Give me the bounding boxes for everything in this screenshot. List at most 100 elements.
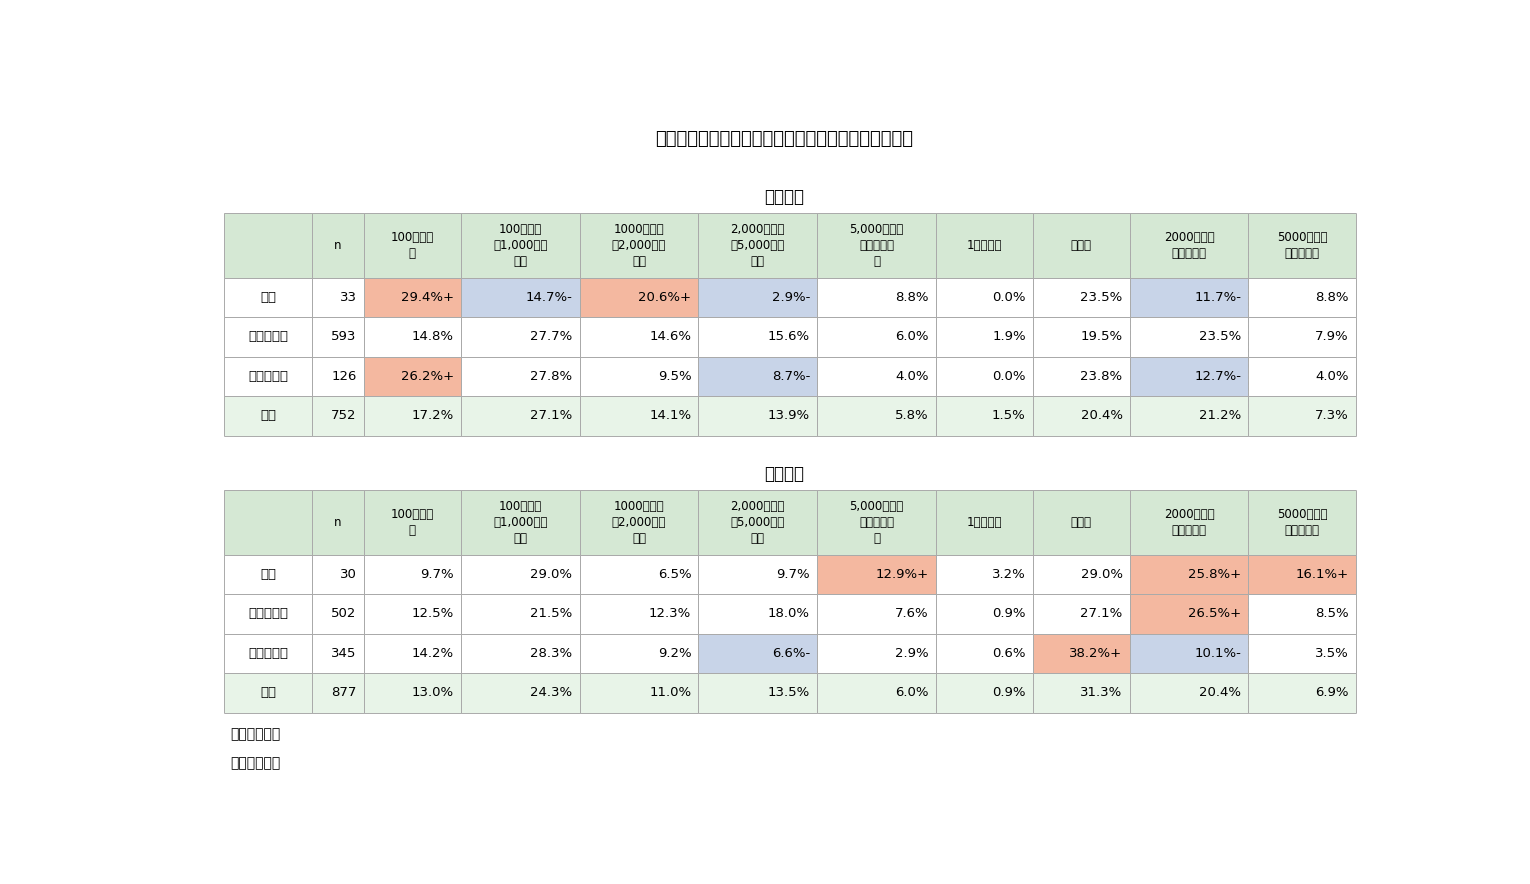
Bar — [364, 356, 461, 396]
Bar — [364, 673, 461, 713]
Bar — [1033, 634, 1129, 673]
Bar — [936, 594, 1033, 634]
Bar — [225, 356, 312, 396]
Bar — [461, 317, 580, 356]
Bar — [1129, 634, 1248, 673]
Bar — [461, 673, 580, 713]
Text: 1000万円以
上2,000万円
未満: 1000万円以 上2,000万円 未満 — [612, 223, 666, 268]
Text: 0.9%: 0.9% — [993, 686, 1025, 699]
Text: 無回答: 無回答 — [1071, 516, 1092, 529]
Text: 7.3%: 7.3% — [1314, 409, 1348, 423]
Bar — [364, 278, 461, 317]
Bar — [312, 673, 364, 713]
Text: 24.3%: 24.3% — [531, 686, 572, 699]
Bar — [312, 356, 364, 396]
Bar — [817, 554, 936, 594]
Text: 27.1%: 27.1% — [1080, 607, 1123, 621]
Text: 38.2%+: 38.2%+ — [1069, 647, 1123, 659]
Bar — [817, 594, 936, 634]
Text: 21.2%: 21.2% — [1200, 409, 1241, 423]
Bar — [312, 554, 364, 594]
Bar — [1129, 673, 1248, 713]
Bar — [936, 213, 1033, 278]
Text: 0.0%: 0.0% — [993, 370, 1025, 383]
Bar — [936, 490, 1033, 554]
Bar — [312, 317, 364, 356]
Bar — [936, 554, 1033, 594]
Bar — [1033, 554, 1129, 594]
Bar — [936, 634, 1033, 673]
Text: （備考）同上: （備考）同上 — [231, 728, 280, 742]
Text: 10.1%-: 10.1%- — [1195, 647, 1241, 659]
Text: 17.2%: 17.2% — [412, 409, 454, 423]
Text: 13.5%: 13.5% — [768, 686, 809, 699]
Bar — [1248, 594, 1356, 634]
Bar — [364, 396, 461, 436]
Text: （資料）同上: （資料）同上 — [231, 756, 280, 770]
Text: 20.4%: 20.4% — [1200, 686, 1241, 699]
Text: 5000万円以
上（再掲）: 5000万円以 上（再掲） — [1278, 507, 1328, 537]
Bar — [312, 278, 364, 317]
Bar — [817, 396, 936, 436]
Text: 9.7%: 9.7% — [776, 568, 809, 581]
Text: 6.5%: 6.5% — [658, 568, 692, 581]
Text: 12.5%: 12.5% — [412, 607, 454, 621]
Bar — [1129, 594, 1248, 634]
Text: 1億円以上: 1億円以上 — [967, 239, 1002, 252]
Bar — [461, 490, 580, 554]
Text: 全体: 全体 — [260, 409, 277, 423]
Text: 16.1%+: 16.1%+ — [1296, 568, 1348, 581]
Bar — [936, 278, 1033, 317]
Text: 5000万円以
上（再掲）: 5000万円以 上（再掲） — [1278, 231, 1328, 260]
Text: 26.2%+: 26.2%+ — [401, 370, 454, 383]
Text: 8.8%: 8.8% — [895, 291, 929, 304]
Bar — [1129, 356, 1248, 396]
Bar — [698, 356, 817, 396]
Bar — [817, 317, 936, 356]
Text: 29.0%: 29.0% — [1080, 568, 1123, 581]
Text: 0.6%: 0.6% — [993, 647, 1025, 659]
Text: 23.5%: 23.5% — [1080, 291, 1123, 304]
Text: 14.1%: 14.1% — [649, 409, 692, 423]
Text: 離別・死別: 離別・死別 — [248, 370, 288, 383]
Bar — [1129, 317, 1248, 356]
Text: n: n — [335, 516, 341, 529]
Text: 100万円以
上1,000万円
未満: 100万円以 上1,000万円 未満 — [493, 223, 548, 268]
Text: 2000万円以
上（再掲）: 2000万円以 上（再掲） — [1164, 231, 1215, 260]
Bar — [698, 594, 817, 634]
Bar — [312, 213, 364, 278]
Text: 7.6%: 7.6% — [895, 607, 929, 621]
Text: 13.9%: 13.9% — [768, 409, 809, 423]
Text: 29.4%+: 29.4%+ — [401, 291, 454, 304]
Text: 31.3%: 31.3% — [1080, 686, 1123, 699]
Text: 11.0%: 11.0% — [649, 686, 692, 699]
Text: 1000万円以
上2,000万円
未満: 1000万円以 上2,000万円 未満 — [612, 499, 666, 545]
Text: 14.6%: 14.6% — [649, 331, 692, 343]
Text: 19.5%: 19.5% — [1080, 331, 1123, 343]
Text: 100万円未
満: 100万円未 満 — [390, 231, 435, 260]
Text: 877: 877 — [332, 686, 356, 699]
Bar — [580, 356, 698, 396]
Bar — [312, 634, 364, 673]
Text: 100万円未
満: 100万円未 満 — [390, 507, 435, 537]
Text: ＜男性＞: ＜男性＞ — [763, 188, 805, 206]
Text: 離別・死別: 離別・死別 — [248, 647, 288, 659]
Bar — [1129, 213, 1248, 278]
Text: 12.7%-: 12.7%- — [1195, 370, 1241, 383]
Text: ＜女性＞: ＜女性＞ — [763, 465, 805, 484]
Text: 1.5%: 1.5% — [991, 409, 1025, 423]
Text: 8.5%: 8.5% — [1314, 607, 1348, 621]
Bar — [364, 594, 461, 634]
Bar — [461, 278, 580, 317]
Text: 6.0%: 6.0% — [895, 331, 929, 343]
Text: 12.3%: 12.3% — [649, 607, 692, 621]
Text: 7.9%: 7.9% — [1314, 331, 1348, 343]
Bar — [698, 278, 817, 317]
Text: 29.0%: 29.0% — [531, 568, 572, 581]
Bar — [225, 213, 312, 278]
Text: 15.6%: 15.6% — [768, 331, 809, 343]
Text: 2000万円以
上（再掲）: 2000万円以 上（再掲） — [1164, 507, 1215, 537]
Bar — [936, 356, 1033, 396]
Text: 無回答: 無回答 — [1071, 239, 1092, 252]
Text: 27.1%: 27.1% — [531, 409, 572, 423]
